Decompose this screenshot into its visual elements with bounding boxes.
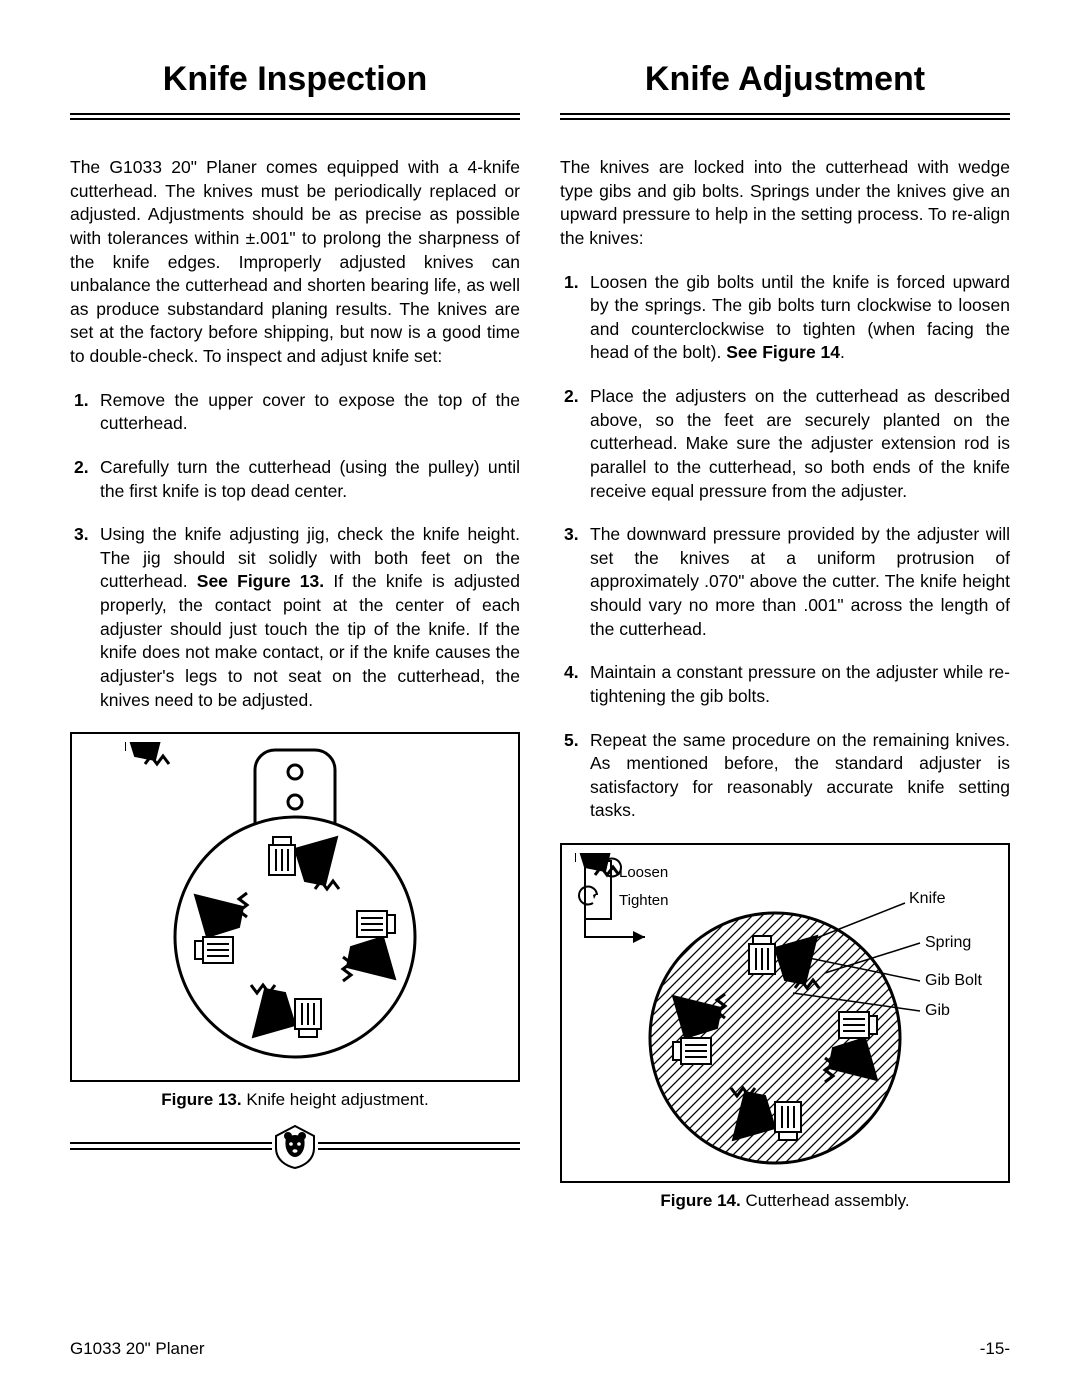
figure-14-text: Cutterhead assembly. xyxy=(741,1191,910,1210)
figure-13-text: Knife height adjustment. xyxy=(242,1090,429,1109)
left-step-2: Carefully turn the cutterhead (using the… xyxy=(100,456,520,503)
title-rule-left xyxy=(70,113,520,120)
right-step-2: Place the adjusters on the cutterhead as… xyxy=(590,385,1010,503)
figure-13-svg xyxy=(125,742,465,1072)
label-loosen: Loosen xyxy=(619,864,668,881)
section-divider xyxy=(70,1124,520,1174)
label-tighten: Tighten xyxy=(619,892,668,909)
left-column: Knife Inspection The G1033 20" Planer co… xyxy=(70,60,520,1211)
footer-right: -15- xyxy=(980,1339,1010,1359)
right-title: Knife Adjustment xyxy=(560,60,1010,99)
bear-icon xyxy=(272,1124,318,1170)
title-rule-right xyxy=(560,113,1010,120)
page-footer: G1033 20" Planer -15- xyxy=(70,1339,1010,1359)
left-step-1: Remove the upper cover to expose the top… xyxy=(100,389,520,436)
right-step-4: Maintain a constant pressure on the adju… xyxy=(590,661,1010,708)
right-step-1: Loosen the gib bolts until the knife is … xyxy=(590,271,1010,366)
label-gib: Gib xyxy=(925,1002,950,1019)
left-step-3: Using the knife adjusting jig, check the… xyxy=(100,523,520,712)
figure-14-svg: Loosen Tighten xyxy=(575,853,995,1173)
right-steps: Loosen the gib bolts until the knife is … xyxy=(560,271,1010,824)
right-step-3: The downward pressure provided by the ad… xyxy=(590,523,1010,641)
right-column: Knife Adjustment The knives are locked i… xyxy=(560,60,1010,1211)
figure-13-box xyxy=(70,732,520,1082)
left-intro: The G1033 20" Planer comes equipped with… xyxy=(70,156,520,369)
right-intro: The knives are locked into the cutterhea… xyxy=(560,156,1010,251)
figure-13-label: Figure 13. xyxy=(161,1090,241,1109)
left-step-3-bold: See Figure 13. xyxy=(197,571,324,591)
figure-14-caption: Figure 14. Cutterhead assembly. xyxy=(560,1191,1010,1211)
figure-14-label: Figure 14. xyxy=(660,1191,740,1210)
left-steps: Remove the upper cover to expose the top… xyxy=(70,389,520,713)
right-step-1-bold: See Figure 14 xyxy=(726,342,840,362)
footer-left: G1033 20" Planer xyxy=(70,1339,205,1359)
label-knife: Knife xyxy=(909,890,946,907)
left-step-3-post: If the knife is adjusted properly, the c… xyxy=(100,571,520,709)
left-title: Knife Inspection xyxy=(70,60,520,99)
two-column-layout: Knife Inspection The G1033 20" Planer co… xyxy=(70,60,1010,1211)
right-step-5: Repeat the same procedure on the remaini… xyxy=(590,729,1010,824)
figure-13-caption: Figure 13. Knife height adjustment. xyxy=(70,1090,520,1110)
figure-14-box: Loosen Tighten xyxy=(560,843,1010,1183)
right-step-1-post: . xyxy=(840,342,845,362)
label-gibbolt: Gib Bolt xyxy=(925,972,982,989)
label-spring: Spring xyxy=(925,934,971,951)
